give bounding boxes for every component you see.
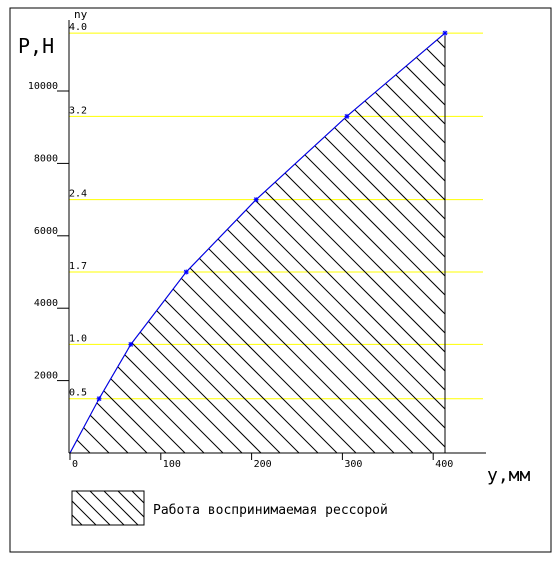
hatch-line: [473, 0, 560, 520]
hatch-line: [70, 33, 445, 453]
hatch-line: [70, 33, 177, 453]
legend-hatch-line: [72, 514, 83, 525]
ny-axis-label: ny: [74, 8, 88, 21]
x-tick-label-3: 300: [344, 459, 362, 470]
y-tick-label-4: 10000: [28, 81, 58, 92]
y-tick-label-0: 2000: [34, 371, 58, 382]
x-tick-label-0: 0: [72, 459, 78, 470]
legend-hatch-line: [34, 491, 68, 525]
hatch-line: [70, 33, 215, 453]
x-tick-label-1: 100: [163, 459, 181, 470]
ny-labels: 0.5 1.0 1.7 2.4 3.2 4.0: [69, 22, 87, 399]
hatch-line: [70, 33, 329, 453]
data-point-4: [253, 197, 259, 203]
hatch-line: [70, 33, 445, 453]
data-point-2: [128, 341, 134, 347]
hatch-line: [70, 33, 158, 453]
hatch-line: [73, 33, 445, 453]
ny-label-0: 0.5: [69, 388, 87, 399]
hatch-line: [70, 33, 445, 453]
y-ticks: 2000 4000 6000 8000 10000: [28, 81, 69, 382]
work-area-hatch: [70, 0, 560, 520]
hatch-line: [70, 33, 120, 453]
y-tick-label-1: 4000: [34, 298, 58, 309]
data-point-6: [442, 30, 448, 36]
legend-swatch-hatch: [20, 491, 144, 525]
legend: Работа воспринимаемая рессорой: [20, 490, 388, 526]
y-axis-label: P,H: [18, 34, 54, 58]
hatch-line: [339, 33, 445, 453]
legend-hatch-line: [75, 491, 111, 525]
hatch-line: [70, 33, 196, 453]
hatch-line: [111, 33, 445, 453]
data-point-1: [96, 396, 102, 402]
x-ticks: 0 100 200 300 400: [69, 453, 453, 470]
legend-hatch-line: [103, 491, 139, 525]
hatch-line: [225, 33, 445, 453]
legend-hatch-line: [72, 500, 97, 525]
x-tick-label-2: 200: [254, 459, 272, 470]
hatch-line: [70, 33, 253, 453]
x-tick-label-4: 400: [435, 459, 453, 470]
legend-hatch-line: [89, 491, 125, 525]
hatch-line: [511, 0, 560, 520]
y-tick-label-3: 8000: [34, 153, 58, 164]
hatch-line: [454, 0, 560, 520]
hatch-line: [187, 33, 445, 453]
hatch-line: [70, 33, 310, 453]
hatch-line: [70, 33, 101, 453]
hatch-line: [70, 33, 272, 453]
hatch-line: [320, 33, 445, 453]
hatch-line: [377, 33, 445, 453]
hatch-line: [70, 33, 234, 453]
x-axis-label: y,мм: [487, 465, 531, 486]
ny-label-4: 3.2: [69, 105, 87, 116]
curve-points: [96, 30, 448, 402]
legend-hatch-line: [117, 491, 144, 518]
hatch-line: [70, 33, 445, 453]
ny-lines: [69, 32, 483, 400]
ny-label-2: 1.7: [69, 261, 87, 272]
hatch-line: [492, 0, 560, 520]
legend-hatch-line: [131, 491, 144, 504]
hatch-line: [70, 33, 443, 453]
hatch-line: [70, 33, 367, 453]
hatch-line: [263, 33, 445, 453]
work-area-outline: [69, 32, 446, 454]
hatch-line: [70, 33, 291, 453]
hatch-line: [70, 33, 445, 453]
y-tick-label-2: 6000: [34, 226, 58, 237]
data-point-3: [183, 269, 189, 275]
ny-label-3: 2.4: [69, 189, 87, 200]
hatch-line: [70, 33, 445, 453]
ny-label-5: 4.0: [69, 22, 87, 33]
legend-label: Работа воспринимаемая рессорой: [153, 503, 388, 518]
hatch-line: [358, 33, 445, 453]
legend-swatch: [71, 490, 145, 526]
data-point-5: [344, 113, 350, 119]
hatch-line: [70, 33, 405, 453]
load-curve: [69, 32, 446, 454]
hatch-line: [301, 33, 445, 453]
legend-hatch-line: [20, 491, 54, 525]
hatch-line: [434, 33, 445, 453]
ny-label-1: 1.0: [69, 333, 87, 344]
outer-frame: [9, 7, 552, 553]
